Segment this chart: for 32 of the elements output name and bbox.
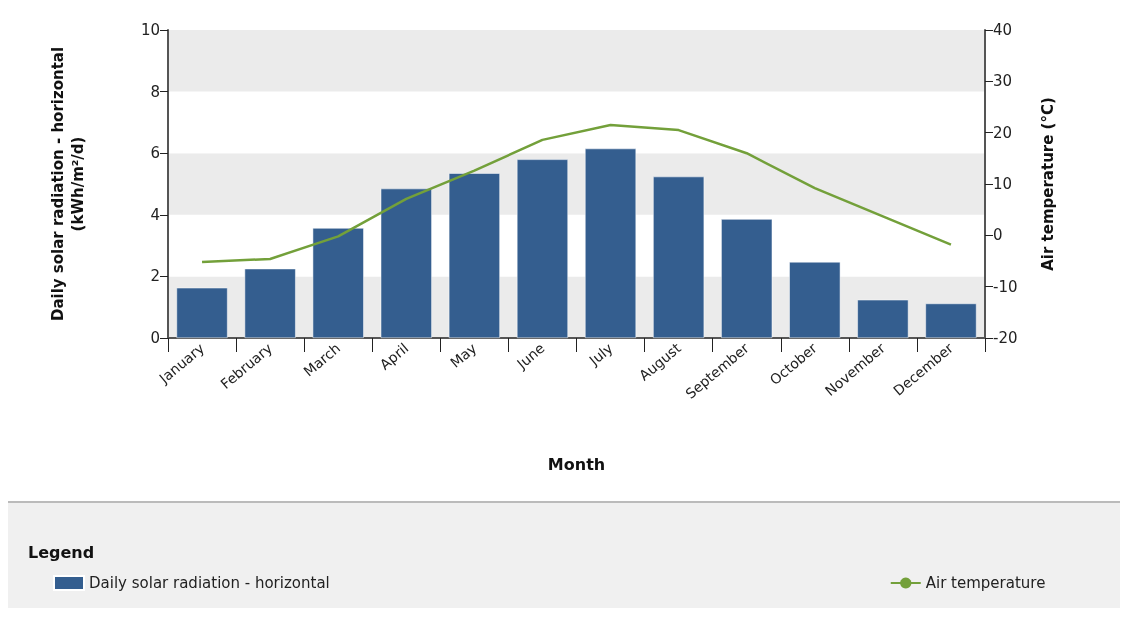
- x-axis-title: Month: [547, 454, 606, 474]
- y-tick-label: 0: [150, 329, 160, 347]
- y-tick-label: 6: [150, 144, 160, 163]
- bar: [244, 268, 296, 338]
- y2-tick-label: 30: [993, 72, 1013, 91]
- y2-tick-label: 0: [993, 226, 1003, 245]
- legend-label: Daily solar radiation - horizontal: [89, 574, 330, 592]
- bar: [789, 261, 841, 338]
- y-tick-label: 4: [150, 205, 160, 224]
- bar: [448, 173, 500, 338]
- bar: [176, 287, 228, 338]
- y2-tick-label: 40: [993, 21, 1013, 39]
- y-tick-label: 10: [140, 21, 160, 39]
- y-axis-title: Daily solar radiation - horizontal (kWh/m²/d): [49, 46, 87, 322]
- bar: [721, 219, 773, 338]
- y2-tick-label: 20: [993, 123, 1013, 142]
- bar: [516, 159, 568, 338]
- legend-label: Air temperature: [925, 574, 1046, 592]
- bar: [925, 303, 977, 338]
- bar: [653, 176, 705, 338]
- bar: [380, 188, 432, 338]
- line-series: [200, 123, 953, 264]
- legend-title: Legend: [28, 542, 95, 562]
- bar: [312, 228, 364, 338]
- bar: [857, 299, 909, 338]
- y-tick-label: 2: [150, 267, 160, 286]
- y2-tick-label: -20: [993, 329, 1018, 347]
- bar: [585, 148, 637, 338]
- y-tick-label: 8: [150, 82, 160, 101]
- y2-tick-label: 10: [993, 175, 1013, 193]
- y2-tick-label: -10: [993, 277, 1018, 296]
- y2-axis-title: Air temperature (°C): [1038, 97, 1057, 271]
